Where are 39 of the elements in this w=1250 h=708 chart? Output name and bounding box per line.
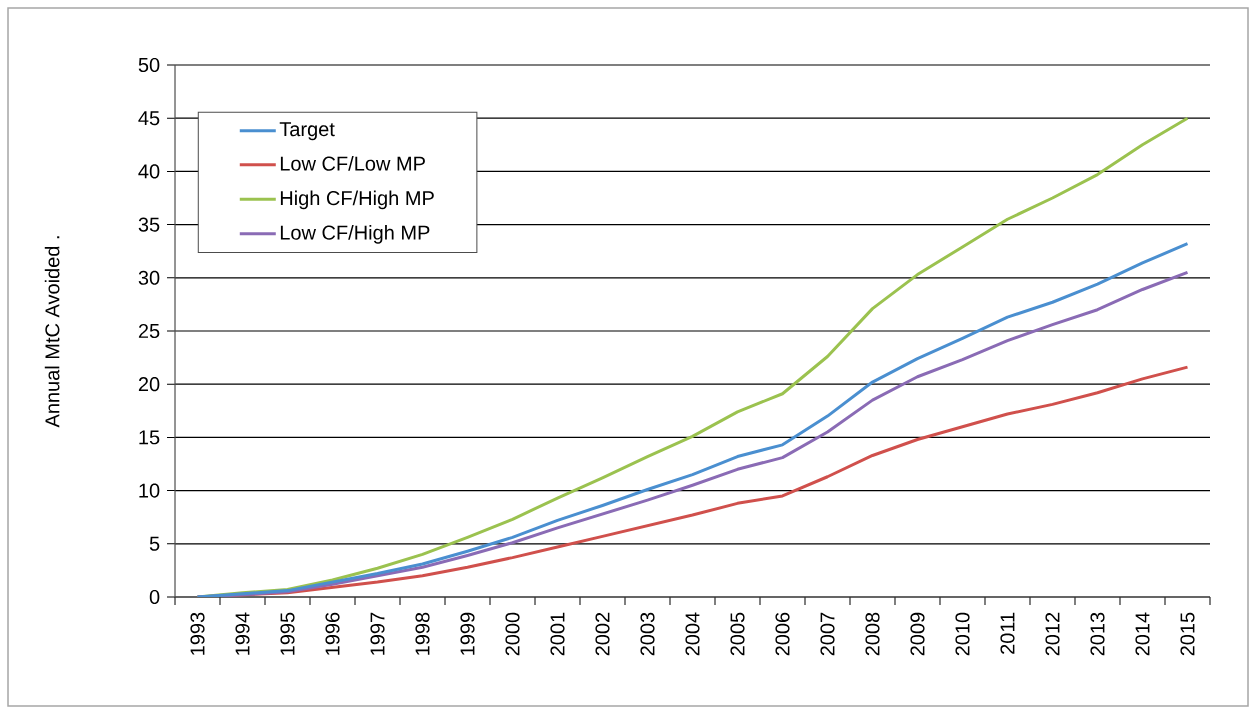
y-tick-label: 40 — [138, 164, 160, 179]
x-tick-label: 1995 — [280, 612, 295, 655]
legend-label: Low CF/High MP — [280, 225, 430, 244]
y-tick-label: 20 — [138, 377, 160, 392]
y-tick-label: 0 — [149, 589, 160, 605]
y-tick-label: 15 — [139, 430, 160, 445]
x-tick-label: 2010 — [955, 612, 970, 656]
x-tick-label: 2007 — [820, 612, 835, 656]
x-tick-label: 1999 — [460, 612, 475, 655]
x-tick-label: 2014 — [1135, 612, 1150, 656]
y-tick-label: 35 — [138, 217, 160, 232]
x-tick-label: 1996 — [325, 612, 340, 655]
y-axis-title: Annual MtC Avoided . — [44, 236, 60, 428]
x-tick-label: 2004 — [685, 612, 700, 656]
x-tick-label: 2008 — [865, 612, 880, 656]
x-tick-label: 2012 — [1045, 612, 1060, 656]
legend-label: Low CF/Low MP — [280, 156, 425, 171]
y-tick-label: 5 — [149, 536, 160, 551]
x-tick-label: 1993 — [190, 612, 205, 655]
legend-label: High CF/High MP — [280, 190, 434, 210]
y-tick-label: 25 — [138, 323, 160, 339]
x-tick-label: 1994 — [235, 612, 250, 655]
x-tick-label: 2001 — [550, 612, 565, 656]
x-tick-label: 2013 — [1090, 612, 1105, 656]
x-tick-label: 2000 — [505, 612, 520, 656]
y-tick-label: 45 — [138, 111, 160, 126]
x-tick-label: 2015 — [1180, 612, 1195, 656]
y-tick-label: 10 — [139, 483, 160, 498]
x-tick-label: 2009 — [910, 612, 925, 656]
y-tick-label: 30 — [138, 270, 160, 285]
x-tick-label: 1998 — [415, 612, 430, 655]
x-tick-label: 2002 — [595, 612, 610, 656]
x-tick-label: 2006 — [775, 612, 790, 656]
x-tick-label: 2003 — [640, 612, 655, 656]
x-tick-label: 2011 — [1000, 612, 1015, 654]
y-tick-label: 50 — [138, 57, 160, 73]
legend-label: Target — [279, 122, 335, 141]
x-tick-label: 2005 — [730, 612, 745, 656]
x-tick-label: 1997 — [370, 612, 385, 655]
